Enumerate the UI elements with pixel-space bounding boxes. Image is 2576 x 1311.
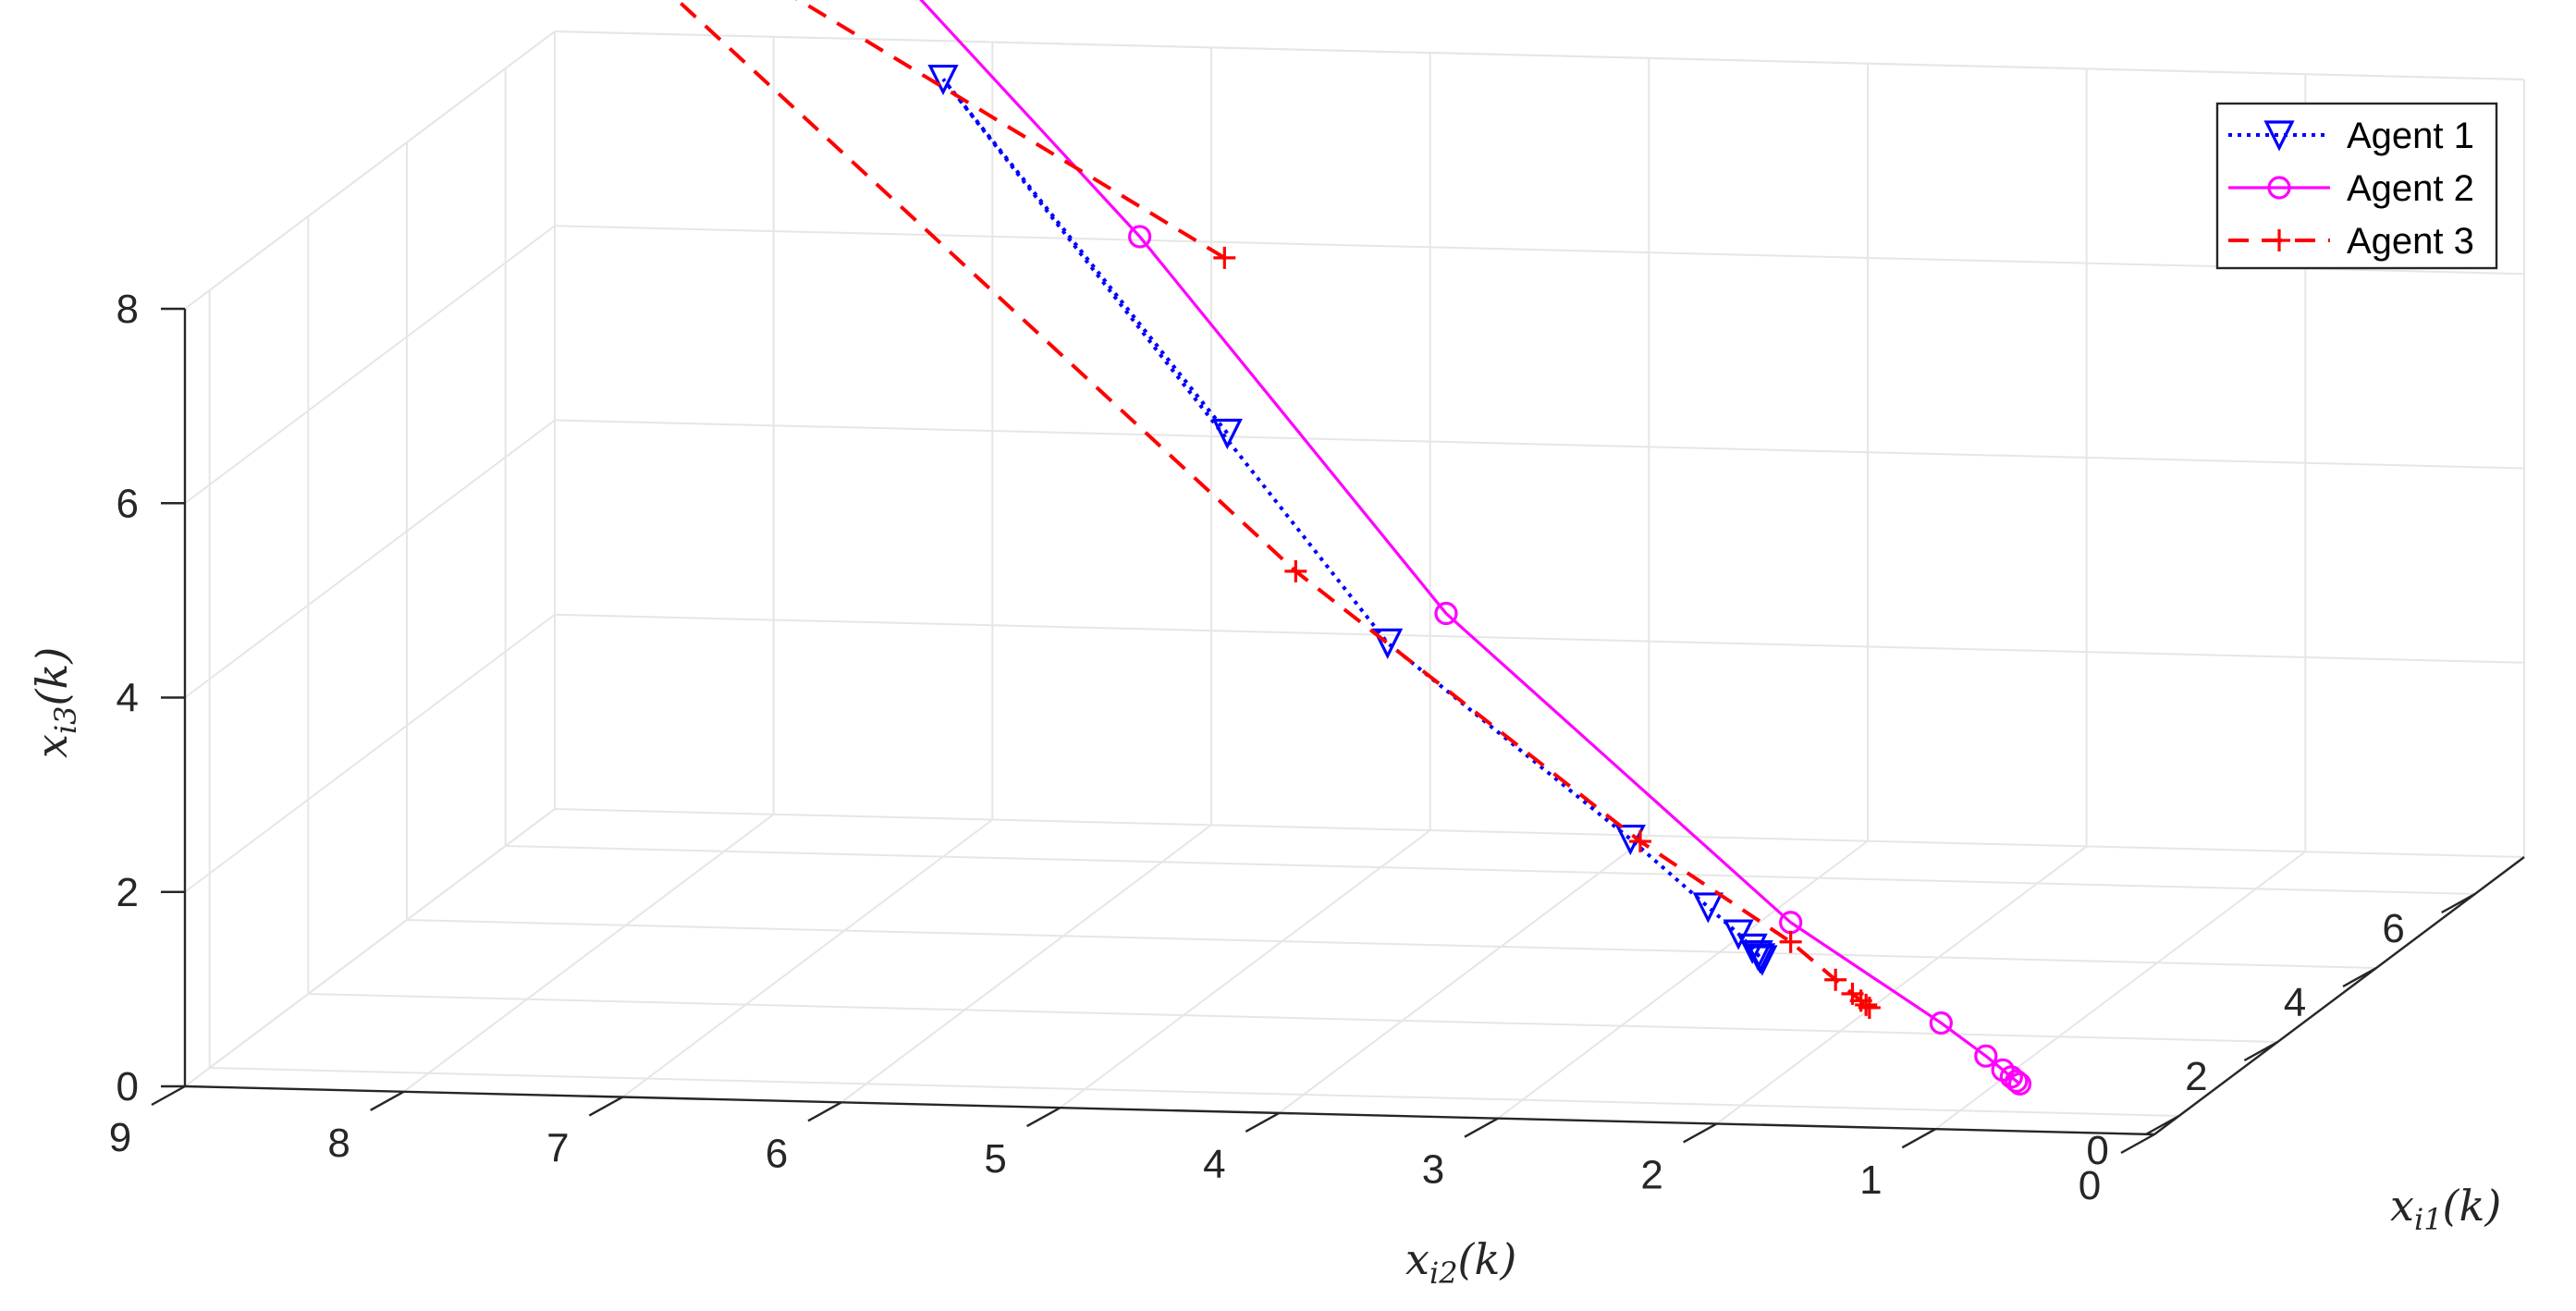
data-point <box>1629 830 1651 853</box>
y-tick <box>1901 1128 1936 1149</box>
y-tick <box>807 1101 842 1122</box>
data-point <box>1824 968 1847 991</box>
data-point <box>1284 559 1307 582</box>
x-tick-label: 0 <box>2086 1128 2108 1173</box>
box-edge <box>184 31 556 310</box>
grid-line <box>184 808 556 1087</box>
x-tick <box>2145 1114 2180 1136</box>
y-tick-label: 4 <box>1203 1142 1225 1187</box>
y-tick-label: 6 <box>766 1131 788 1176</box>
data-series <box>674 0 2032 1096</box>
legend-label: Agent 1 <box>2347 116 2474 156</box>
grid-line <box>1497 839 1869 1120</box>
data-point <box>1974 1044 1998 1068</box>
y-tick-label: 3 <box>1422 1147 1444 1193</box>
y-tick-label: 5 <box>984 1136 1006 1182</box>
grid-line <box>184 225 556 505</box>
y-tick-label: 9 <box>109 1115 131 1160</box>
data-point <box>1211 418 1243 450</box>
series-2 <box>919 0 2032 1096</box>
y-tick <box>370 1090 405 1111</box>
grid-line <box>1716 845 2088 1125</box>
data-point <box>2268 229 2290 251</box>
grid-line <box>554 613 2525 664</box>
grid-line <box>621 818 993 1098</box>
y-tick-label: 7 <box>546 1126 569 1171</box>
data-point <box>2007 1072 2032 1096</box>
x-tick <box>2243 1040 2278 1062</box>
legend-label: Agent 3 <box>2347 221 2474 262</box>
y-tick-label: 8 <box>327 1121 350 1166</box>
grid-line <box>505 845 2475 895</box>
grid-line <box>406 919 2377 969</box>
series-line <box>674 0 1871 1010</box>
grid-line <box>308 993 2278 1043</box>
grid-line <box>1060 829 1431 1109</box>
legend: Agent 1 Agent 2 Agent 3 <box>2215 102 2498 270</box>
z-tick-label: 4 <box>117 676 139 721</box>
z-axis-label: xi3(k) <box>27 647 83 758</box>
grid-line <box>554 225 2525 276</box>
grid-line <box>554 808 2525 858</box>
x-axis-line <box>2153 856 2525 1135</box>
axis-labels: xi1(k) xi2(k) xi3(k) <box>27 647 2501 1291</box>
x-tick-label: 4 <box>2284 980 2306 1025</box>
y-tick-label: 0 <box>2079 1163 2101 1208</box>
y-tick <box>1683 1122 1718 1144</box>
x-tick <box>2441 892 2476 914</box>
legend-entry: Agent 3 <box>2228 221 2474 262</box>
y-tick-label: 2 <box>1640 1152 1662 1197</box>
data-point <box>927 64 959 96</box>
y-tick <box>151 1084 186 1107</box>
data-point <box>1372 628 1404 659</box>
series-3 <box>674 0 1881 1019</box>
series-line <box>919 0 2021 1085</box>
data-point <box>2267 176 2291 200</box>
z-tick-label: 8 <box>117 287 139 332</box>
x-tick-label: 6 <box>2382 906 2404 951</box>
y-tick <box>1245 1111 1280 1133</box>
grid-lines <box>184 31 2525 1135</box>
data-point <box>1128 225 1152 249</box>
grid-line <box>209 1067 2179 1117</box>
y-tick <box>1464 1117 1499 1138</box>
grid-line <box>184 419 556 699</box>
grid-line <box>840 824 1212 1104</box>
data-point <box>1855 993 1878 1016</box>
grid-line <box>1934 851 2306 1131</box>
data-point <box>1434 601 1458 626</box>
series-line <box>941 78 1764 962</box>
data-point <box>1779 930 1802 953</box>
legend-entry: Agent 2 <box>2228 168 2474 209</box>
y-axis-line <box>184 1084 2155 1136</box>
y-axis-label: xi2(k) <box>1405 1234 1516 1291</box>
y-tick <box>588 1096 623 1117</box>
y-tick-label: 1 <box>1859 1158 1882 1203</box>
grid-line <box>554 419 2525 470</box>
data-point <box>1747 945 1778 976</box>
data-point <box>1858 996 1881 1019</box>
grid-line <box>1278 835 1650 1114</box>
x-axis-label: xi1(k) <box>2390 1181 2501 1237</box>
grid-line <box>184 613 556 893</box>
data-point <box>1692 892 1723 924</box>
data-point <box>2005 1069 2029 1093</box>
legend-label: Agent 2 <box>2347 168 2474 209</box>
legend-entry: Agent 1 <box>2228 116 2474 156</box>
data-point <box>1213 246 1236 269</box>
y-tick <box>2120 1133 2155 1155</box>
z-tick-label: 6 <box>117 481 139 526</box>
x-tick-label: 2 <box>2185 1054 2207 1099</box>
data-point <box>1929 1011 1953 1035</box>
x-tick <box>2342 966 2377 988</box>
data-point <box>2263 120 2295 152</box>
grid-line <box>403 813 775 1093</box>
y-tick <box>1026 1107 1061 1128</box>
box-edge <box>554 31 2525 80</box>
z-tick-label: 0 <box>117 1064 139 1109</box>
z-tick-label: 2 <box>117 870 139 915</box>
